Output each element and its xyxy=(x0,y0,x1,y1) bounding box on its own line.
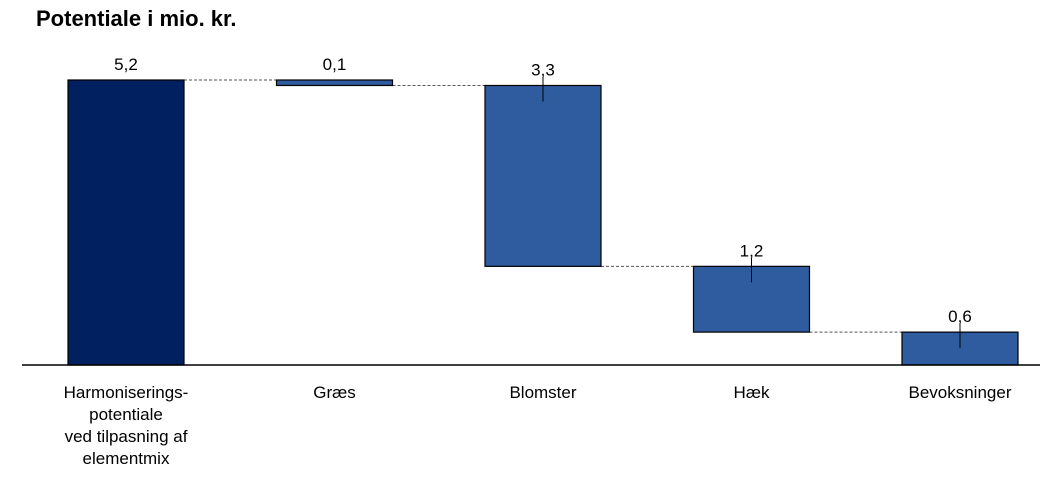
bar-1 xyxy=(275,79,394,87)
connector-lines xyxy=(184,79,902,333)
category-label-4-line-0: Bevoksninger xyxy=(908,383,1011,402)
chart-title: Potentiale i mio. kr. xyxy=(36,6,237,31)
value-label-4: 0,6 xyxy=(948,307,972,326)
category-label-0-line-1: potentiale xyxy=(89,405,163,424)
value-labels: 5,2 0,1 3,3 1,2 0,6 xyxy=(114,55,972,326)
value-label-0: 5,2 xyxy=(114,55,138,74)
category-label-1-line-0: Græs xyxy=(313,383,356,402)
category-label-0-line-2: ved tilpasning af xyxy=(65,427,188,446)
bar-0 xyxy=(67,79,185,366)
category-label-3-line-0: Hæk xyxy=(734,383,770,402)
category-label-0-line-3: elementmix xyxy=(83,449,170,468)
bars xyxy=(67,77,1019,366)
category-labels: Harmoniserings-potentiale ved tilpasning … xyxy=(64,383,1012,468)
value-label-2: 3,3 xyxy=(531,60,555,79)
value-label-1: 0,1 xyxy=(323,55,347,74)
value-label-3: 1,2 xyxy=(740,241,764,260)
bar-2 xyxy=(484,84,602,267)
category-label-0-line-0: Harmoniserings- xyxy=(64,383,189,402)
category-label-2-line-0: Blomster xyxy=(509,383,576,402)
